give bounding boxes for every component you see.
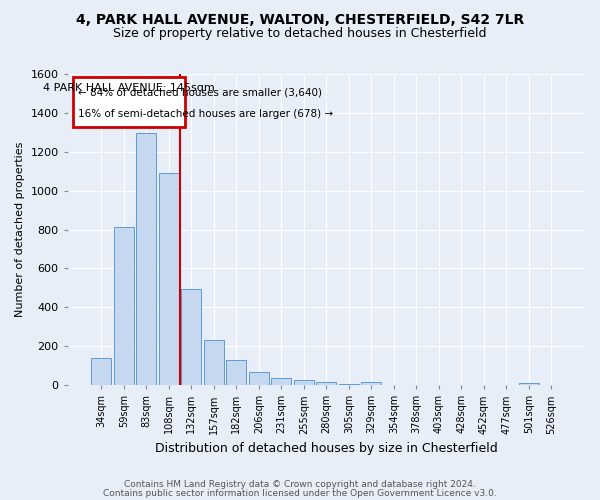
Bar <box>136 134 157 385</box>
Bar <box>204 340 224 385</box>
Y-axis label: Number of detached properties: Number of detached properties <box>15 142 25 318</box>
Bar <box>91 358 112 385</box>
Bar <box>249 372 269 385</box>
Bar <box>339 384 359 385</box>
Bar <box>114 226 134 385</box>
X-axis label: Distribution of detached houses by size in Chesterfield: Distribution of detached houses by size … <box>155 442 498 455</box>
Bar <box>316 382 337 385</box>
Text: ← 84% of detached houses are smaller (3,640): ← 84% of detached houses are smaller (3,… <box>78 88 322 98</box>
Text: 4 PARK HALL AVENUE: 145sqm: 4 PARK HALL AVENUE: 145sqm <box>43 84 215 94</box>
FancyBboxPatch shape <box>73 77 185 127</box>
Text: 16% of semi-detached houses are larger (678) →: 16% of semi-detached houses are larger (… <box>78 110 333 120</box>
Bar <box>271 378 292 385</box>
Bar <box>294 380 314 385</box>
Bar <box>181 289 202 385</box>
Bar <box>519 383 539 385</box>
Bar <box>159 173 179 385</box>
Bar <box>226 360 247 385</box>
Text: Size of property relative to detached houses in Chesterfield: Size of property relative to detached ho… <box>113 28 487 40</box>
Text: Contains public sector information licensed under the Open Government Licence v3: Contains public sector information licen… <box>103 489 497 498</box>
Text: Contains HM Land Registry data © Crown copyright and database right 2024.: Contains HM Land Registry data © Crown c… <box>124 480 476 489</box>
Bar <box>361 382 382 385</box>
Text: 4, PARK HALL AVENUE, WALTON, CHESTERFIELD, S42 7LR: 4, PARK HALL AVENUE, WALTON, CHESTERFIEL… <box>76 12 524 26</box>
